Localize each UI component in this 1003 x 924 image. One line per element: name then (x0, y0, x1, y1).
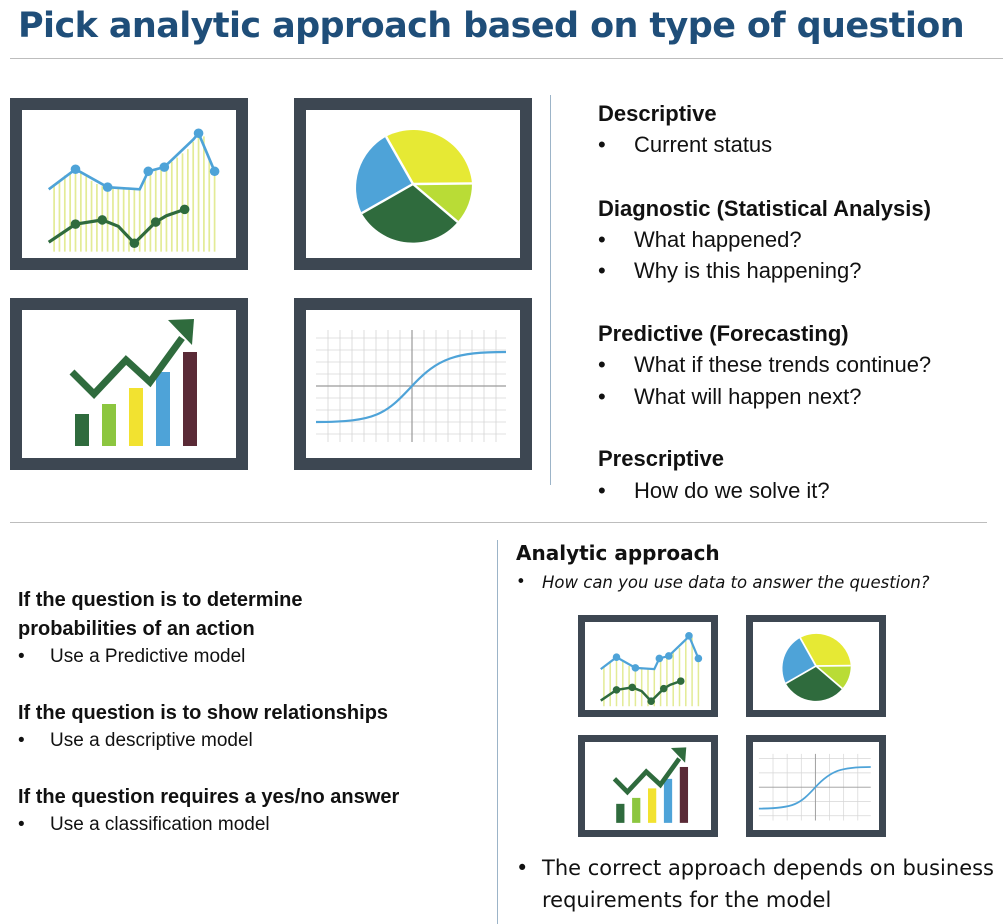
type-heading-prescriptive: Prescriptive (598, 446, 724, 471)
growth-bar-chart-icon (578, 735, 718, 837)
bottom-vertical-divider (497, 540, 498, 924)
bullet-mark: • (598, 352, 606, 377)
bullet-mark: • (18, 814, 25, 835)
question-probabilities: If the question is to determine probabil… (18, 589, 303, 640)
pie-chart-icon (294, 98, 532, 270)
pie-chart-icon (746, 615, 886, 717)
bullet-text: What happened? (634, 227, 802, 252)
bullet-mark: • (18, 730, 25, 751)
bullet-mark: • (598, 132, 606, 157)
question-yes-no: If the question requires a yes/no answer (18, 786, 400, 808)
title-divider (10, 58, 1003, 59)
analytic-approach-heading: Analytic approach (516, 541, 720, 565)
bullet-text: What if these trends continue? (634, 352, 932, 377)
s-curve-chart-icon (746, 735, 886, 837)
bullet-text: How do we solve it? (634, 478, 830, 503)
bullet-text: Use a descriptive model (50, 730, 253, 751)
bullet-mark: • (598, 384, 606, 409)
bullet-mark: • (598, 478, 606, 503)
page-title: Pick analytic approach based on type of … (18, 6, 965, 46)
bullet-text: Use a classification model (50, 814, 270, 835)
top-vertical-divider (550, 95, 551, 485)
type-heading-diagnostic: Diagnostic (Statistical Analysis) (598, 196, 931, 221)
bullet-mark: • (516, 856, 529, 880)
bullet-mark: • (598, 258, 606, 283)
section-divider (10, 522, 987, 523)
bullet-text: What will happen next? (634, 384, 862, 409)
growth-bar-chart-icon (10, 298, 248, 470)
type-heading-predictive: Predictive (Forecasting) (598, 321, 849, 346)
bullet-mark: • (598, 227, 606, 252)
line-chart-icon (10, 98, 248, 270)
line-chart-icon (578, 615, 718, 717)
bullet-mark: • (18, 646, 25, 667)
bullet-text: The correct approach depends on business… (542, 856, 995, 912)
question-relationships: If the question is to show relationships (18, 702, 389, 724)
type-heading-descriptive: Descriptive (598, 101, 717, 126)
s-curve-chart-icon (294, 298, 532, 470)
bullet-mark: • (516, 572, 526, 591)
bullet-text: Current status (634, 132, 773, 157)
bullet-text: How can you use data to answer the quest… (542, 573, 930, 592)
bullet-text: Use a Predictive model (50, 646, 246, 667)
bullet-text: Why is this happening? (634, 258, 862, 283)
